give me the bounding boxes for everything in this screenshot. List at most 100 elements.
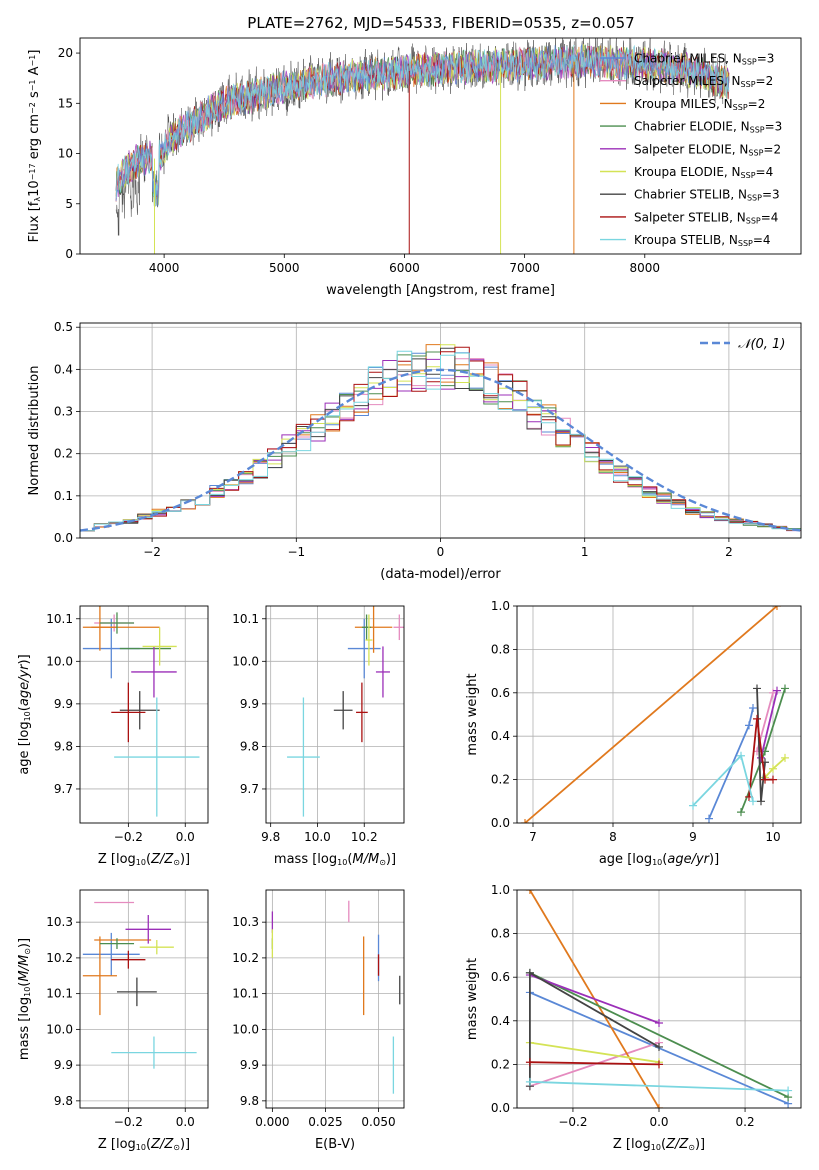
weight-Salpeter ELODIE, N_SSP=2 (760, 690, 778, 759)
histogram-panel: −2 −1 0 1 2 0.0 0.1 0.2 0.3 0.4 0.5 (data-model)/er… (27, 320, 802, 582)
axes-frame (265, 889, 405, 1109)
x-tick-label: −0.2 (114, 1115, 143, 1129)
x-tick-label: 0.2 (736, 1115, 755, 1129)
y-tick-label: 10.1 (46, 987, 73, 1001)
axes-frame (79, 889, 209, 1109)
figure-title: PLATE=2762, MJD=54533, FIBERID=0535, z=0… (247, 14, 634, 32)
y-tick-label: 1.0 (491, 883, 510, 897)
x-tick-label: 1 (581, 545, 589, 559)
legend-label: Kroupa STELIB, NSSP=4 (634, 233, 771, 248)
y-tick-label: 0.3 (54, 405, 73, 419)
errorbar-Chabrier STELIB, N_SSP=3 (119, 691, 160, 730)
weight-marker (525, 968, 534, 977)
weight-Chabrier MILES, N_SSP=3 (708, 707, 754, 820)
legend-label: Salpeter STELIB, NSSP=4 (634, 210, 778, 225)
errorbar-Salpeter ELODIE, N_SSP=2 (375, 646, 390, 698)
y-tick-label: 0.4 (54, 362, 73, 376)
y-axis-label: Flux [fλ10−17 erg cm−2 s−1 A−1] (27, 50, 42, 243)
weight-marker (655, 1104, 663, 1108)
errorbar-Kroupa ELODIE, N_SSP=4 (142, 627, 177, 666)
x-tick-label: −0.2 (558, 1115, 587, 1129)
errorbar-Salpeter ELODIE, N_SSP=2 (131, 646, 177, 698)
weight-marker (745, 721, 753, 730)
age-vs-mass-panel: 9.8 10.0 10.2 9.7 9.8 9.9 10.0 10.1 mass [log10(… (232, 605, 405, 867)
y-tick-label: 0.6 (491, 686, 510, 700)
errorbar-Kroupa MILES, N_SSP=2 (82, 936, 117, 1016)
errorbars (82, 606, 200, 817)
y-tick-label: 9.8 (54, 1094, 73, 1108)
y-tick-label: 0.6 (491, 970, 510, 984)
weight-Chabrier STELIB, N_SSP=3 (529, 971, 660, 1087)
y-tick-label: 0 (65, 247, 73, 261)
y-tick-label: 10.2 (46, 951, 73, 965)
axes-frame (79, 605, 209, 824)
x-tick-label: 9.8 (261, 830, 280, 844)
y-tick-label: 0.2 (491, 773, 510, 787)
spectrum-panel: 4000 5000 6000 7000 8000 0 5 10 15 20 wavelength [… (27, 37, 802, 298)
weight-marker (753, 684, 761, 693)
y-axis-label: mass [log10(M/M⊙)] (17, 938, 32, 1060)
y-tick-label: 9.9 (240, 697, 259, 711)
weight-Salpeter STELIB, N_SSP=4 (529, 1061, 660, 1066)
weight-Kroupa STELIB, N_SSP=4 (529, 1080, 789, 1092)
spectrum-Chabrier MILES, N_SSP=3 (115, 44, 730, 207)
y-tick-label: 10.2 (232, 951, 259, 965)
axes-frame (516, 889, 802, 1109)
weight-lines (521, 606, 789, 823)
errorbars (271, 900, 401, 1094)
x-tick-label: 2 (725, 545, 733, 559)
normal-curve (80, 368, 801, 532)
weight-marker (525, 1077, 534, 1086)
y-tick-label: 9.7 (240, 782, 259, 796)
legend: 𝒩(0, 1) (700, 337, 785, 352)
errorbar-Chabrier MILES, N_SSP=3 (82, 932, 140, 976)
weight-vs-age-panel: 7 8 9 10 0.0 0.2 0.4 0.6 0.8 1.0 mass weight age [l… (465, 599, 802, 867)
y-tick-label: 0.8 (491, 642, 510, 656)
errorbar-Kroupa STELIB, N_SSP=4 (114, 697, 200, 817)
y-tick-label: 0.1 (54, 489, 73, 503)
y-tick-label: 10.3 (232, 915, 259, 929)
errorbar-Salpeter MILES, N_SSP=2 (393, 614, 404, 641)
axes-frame (265, 605, 405, 824)
y-tick-label: 9.8 (240, 1094, 259, 1108)
x-tick-label: 0.000 (255, 1115, 289, 1129)
errorbar-Chabrier STELIB, N_SSP=3 (116, 977, 157, 1007)
weight-marker (705, 814, 713, 823)
axes-frame (79, 322, 802, 539)
weight-Salpeter MILES, N_SSP=2 (529, 1041, 660, 1088)
weight-Kroupa ELODIE, N_SSP=4 (529, 1041, 660, 1064)
y-tick-label: 0.4 (491, 1014, 510, 1028)
errorbar-Kroupa STELIB, N_SSP=4 (111, 1036, 197, 1069)
errorbar-Chabrier ELODIE, N_SSP=3 (99, 938, 135, 949)
y-tick-label: 9.8 (54, 739, 73, 753)
y-tick-label: 0.4 (491, 729, 510, 743)
errorbar-Salpeter ELODIE, N_SSP=2 (125, 915, 172, 944)
x-tick-label: 8 (609, 830, 617, 844)
histogram-Kroupa STELIB, N_SSP=4 (80, 350, 801, 538)
weight-Salpeter ELODIE, N_SSP=2 (529, 974, 660, 1024)
errorbar-Salpeter STELIB, N_SSP=4 (111, 950, 146, 969)
y-tick-label: 10.0 (46, 1022, 73, 1036)
weight-marker (749, 797, 757, 806)
y-tick-label: 15 (58, 96, 73, 110)
weight-marker (525, 1058, 534, 1067)
y-tick-label: 9.7 (54, 782, 73, 796)
weight-Kroupa STELIB, N_SSP=4 (692, 753, 754, 807)
legend-label: Kroupa ELODIE, NSSP=4 (634, 165, 773, 180)
weight-marker (655, 1060, 663, 1069)
errorbar-Kroupa STELIB, N_SSP=4 (287, 697, 320, 817)
x-tick-label: −1 (287, 545, 305, 559)
weight-marker (737, 808, 745, 817)
weight-marker (757, 797, 765, 806)
legend-label: Kroupa MILES, NSSP=2 (634, 97, 765, 112)
y-tick-label: 9.9 (54, 697, 73, 711)
y-tick-label: 10.0 (232, 1022, 259, 1036)
weight-marker (781, 753, 789, 762)
x-axis-label: Z [log10(Z/Z⊙)] (98, 852, 190, 867)
x-tick-label: 0.0 (176, 1115, 195, 1129)
histogram-steps (80, 344, 801, 538)
weight-marker (737, 751, 745, 760)
weight-marker (753, 714, 761, 723)
x-axis-label: wavelength [Angstrom, rest frame] (326, 283, 555, 298)
